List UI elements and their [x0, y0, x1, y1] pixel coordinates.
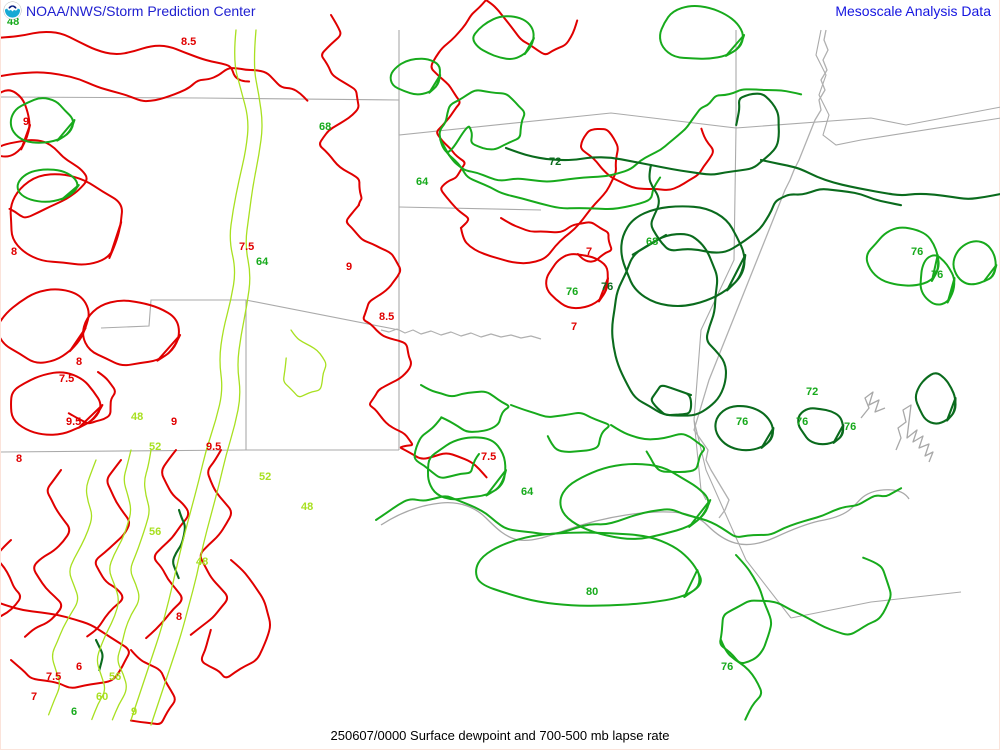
- svg-text:76: 76: [911, 246, 923, 258]
- svg-text:76: 76: [566, 286, 578, 298]
- svg-text:8: 8: [176, 611, 182, 623]
- svg-text:64: 64: [256, 256, 269, 268]
- svg-text:56: 56: [109, 671, 121, 683]
- svg-text:76: 76: [931, 269, 943, 281]
- svg-text:7: 7: [571, 321, 577, 333]
- svg-text:68: 68: [646, 236, 658, 248]
- svg-text:9.5: 9.5: [66, 416, 81, 428]
- svg-text:6: 6: [76, 661, 82, 673]
- svg-text:9: 9: [23, 116, 29, 128]
- svg-text:7.5: 7.5: [59, 373, 74, 385]
- svg-text:8: 8: [16, 453, 22, 465]
- svg-text:48: 48: [131, 411, 143, 423]
- svg-text:76: 76: [721, 661, 733, 673]
- svg-text:64: 64: [521, 486, 534, 498]
- svg-text:8: 8: [76, 356, 82, 368]
- svg-text:80: 80: [586, 586, 598, 598]
- svg-text:8.5: 8.5: [379, 311, 394, 323]
- svg-text:76: 76: [844, 421, 856, 433]
- svg-text:76: 76: [736, 416, 748, 428]
- svg-text:72: 72: [549, 156, 561, 168]
- svg-text:52: 52: [259, 471, 271, 483]
- svg-text:7: 7: [586, 246, 592, 258]
- svg-text:48: 48: [301, 501, 313, 513]
- svg-text:56: 56: [149, 526, 161, 538]
- svg-text:7: 7: [31, 691, 37, 703]
- svg-text:7.5: 7.5: [239, 241, 254, 253]
- svg-text:9: 9: [171, 416, 177, 428]
- svg-text:6: 6: [71, 706, 77, 718]
- svg-text:48: 48: [196, 556, 208, 568]
- svg-text:68: 68: [319, 121, 331, 133]
- svg-text:72: 72: [806, 386, 818, 398]
- svg-text:60: 60: [96, 691, 108, 703]
- svg-text:8: 8: [11, 246, 17, 258]
- svg-text:76: 76: [796, 416, 808, 428]
- svg-text:76: 76: [601, 281, 613, 293]
- svg-text:7.5: 7.5: [481, 451, 496, 463]
- svg-text:64: 64: [416, 176, 429, 188]
- svg-text:52: 52: [149, 441, 161, 453]
- svg-text:7.5: 7.5: [46, 671, 61, 683]
- svg-text:8.5: 8.5: [181, 36, 196, 48]
- svg-text:9: 9: [346, 261, 352, 273]
- svg-text:9.5: 9.5: [206, 441, 221, 453]
- svg-text:9: 9: [131, 706, 137, 718]
